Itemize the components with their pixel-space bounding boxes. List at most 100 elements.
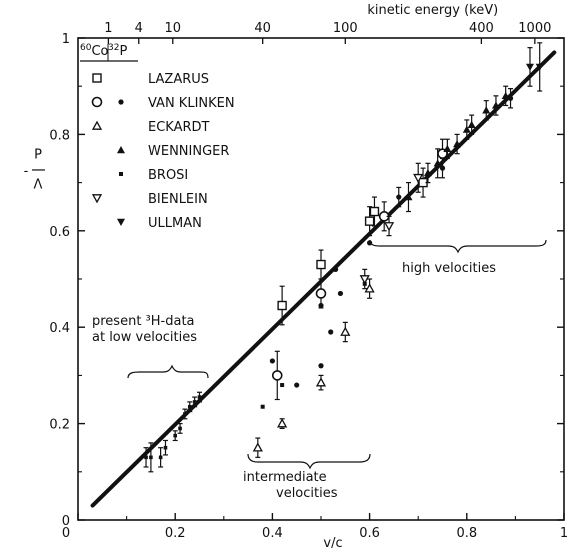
data-point xyxy=(294,382,300,388)
data-point xyxy=(318,302,324,309)
data-point xyxy=(535,63,544,71)
data-point xyxy=(404,193,413,201)
data-point xyxy=(318,363,324,369)
y-tick-label: 0.8 xyxy=(49,128,70,143)
data-point xyxy=(439,165,446,171)
data-point xyxy=(453,140,462,148)
y-tick-label: 1 xyxy=(62,32,70,47)
series-bienlein xyxy=(359,162,424,290)
legend-marker xyxy=(117,218,125,226)
legend-item-lazarus: LAZARUS xyxy=(92,72,209,87)
data-point xyxy=(192,400,197,404)
data-point xyxy=(260,404,265,409)
data-point xyxy=(340,326,351,336)
legend-label: BROSI xyxy=(148,168,188,183)
data-point xyxy=(337,290,344,297)
legend-label: BIENLEIN xyxy=(148,192,208,207)
data-point xyxy=(364,283,375,293)
y-axis-label-top: P xyxy=(34,148,42,163)
top-axis-label: kinetic energy (keV) xyxy=(367,3,498,18)
data-point xyxy=(280,383,285,388)
data-point xyxy=(423,168,432,177)
data-point xyxy=(163,445,168,450)
legend-marker xyxy=(91,194,103,204)
series-ullman xyxy=(525,42,544,92)
data-point xyxy=(277,300,287,311)
series--h xyxy=(143,391,202,473)
x-tick-label: 0 xyxy=(62,526,70,541)
brace-high xyxy=(369,239,547,254)
legend-label: ULLMAN xyxy=(148,216,202,231)
series-brosi xyxy=(260,281,367,409)
y-tick-label: 0.6 xyxy=(49,225,70,240)
top-tick-label: 400 xyxy=(469,21,494,36)
annotation-high: high velocities xyxy=(402,261,496,276)
legend-marker xyxy=(118,99,124,105)
top-tick-label: 40 xyxy=(254,21,271,36)
data-point xyxy=(158,455,163,460)
data-point xyxy=(252,442,263,452)
series-wenninger xyxy=(404,85,510,213)
annotation-low-line2: at low velocities xyxy=(92,330,197,345)
y-axis-label-dash: - xyxy=(24,164,29,179)
data-point xyxy=(328,329,334,335)
legend-item-wenninger: WENNINGER xyxy=(117,144,229,159)
legend-label: ECKARDT xyxy=(148,120,210,135)
y-tick-label: 0.4 xyxy=(49,321,70,336)
data-point xyxy=(367,240,373,246)
legend: 60Co 32P LAZARUS VAN KLINKEN ECKARDT WENNINGE… xyxy=(80,43,235,231)
x-tick-label: 0.2 xyxy=(165,526,186,541)
data-point xyxy=(316,259,326,270)
data-point xyxy=(197,395,202,399)
series-eckardt xyxy=(252,278,375,458)
brace-intermediate xyxy=(247,453,371,470)
legend-item-van-klinken: VAN KLINKEN xyxy=(91,96,235,111)
data-point xyxy=(413,173,424,184)
data-point xyxy=(433,159,442,167)
data-point xyxy=(183,412,187,416)
data-point xyxy=(187,404,192,409)
data-point xyxy=(383,222,395,232)
y-axis-label-bottom: Λ xyxy=(34,177,43,192)
annotation-intermediate-line1: intermediate xyxy=(243,470,327,485)
data-point xyxy=(462,125,471,133)
legend-marker xyxy=(91,96,103,108)
series-lazarus xyxy=(277,167,428,326)
top-tick-label: 1 xyxy=(104,21,112,36)
data-point xyxy=(443,144,452,153)
data-point xyxy=(277,418,288,428)
legend-item-ullman: ULLMAN xyxy=(117,216,202,231)
data-point xyxy=(369,206,380,217)
data-points xyxy=(143,42,544,473)
data-point xyxy=(178,426,182,431)
data-point xyxy=(144,455,148,460)
top-tick-label: 4 xyxy=(135,21,143,36)
axis-ticks: 0 0.2 0.4 0.6 0.8 100.20.40.60.811 4 10 40 100 400… xyxy=(24,3,568,551)
data-point xyxy=(315,377,327,387)
legend-item-bienlein: BIENLEIN xyxy=(91,192,208,207)
data-point xyxy=(482,106,491,114)
data-point xyxy=(501,91,510,100)
top-tick-label: 100 xyxy=(333,21,358,36)
legend-marker xyxy=(119,172,123,176)
data-point xyxy=(269,358,275,364)
legend-label: WENNINGER xyxy=(148,144,229,159)
y-tick-label: 0.2 xyxy=(49,418,70,433)
annotation-intermediate-line2: velocities xyxy=(276,486,338,501)
x-axis-label: v/c xyxy=(323,536,342,551)
top-tick-label: 10 xyxy=(164,21,181,36)
series-van-klinken-p xyxy=(269,88,514,388)
legend-header-co: 60Co xyxy=(80,43,109,59)
data-point xyxy=(525,63,534,71)
data-point xyxy=(271,370,283,381)
legend-label: VAN KLINKEN xyxy=(148,96,235,111)
data-point xyxy=(491,101,500,109)
top-tick-label: 1000 xyxy=(518,21,551,36)
legend-item-eckardt: ECKARDT xyxy=(91,120,210,135)
x-tick-label: 1 xyxy=(560,526,568,541)
data-point xyxy=(396,194,402,200)
legend-label: LAZARUS xyxy=(148,72,209,87)
data-point xyxy=(359,275,370,285)
